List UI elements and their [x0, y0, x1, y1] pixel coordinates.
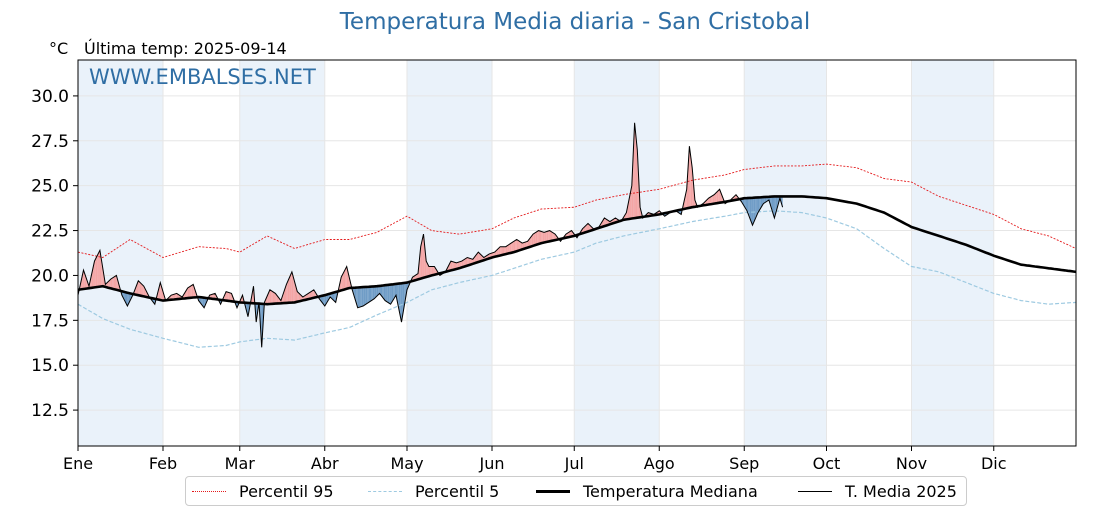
month-band: [911, 60, 993, 446]
month-band: [574, 60, 659, 446]
x-tick-label: Jul: [564, 454, 584, 473]
anomaly-fill-above: [513, 241, 514, 252]
anomaly-fill-above: [270, 290, 271, 304]
anomaly-fill-above: [289, 275, 290, 303]
anomaly-fill-below: [389, 285, 390, 305]
anomaly-fill-above: [190, 285, 191, 297]
legend-label-median: Temperatura Mediana: [583, 482, 758, 501]
y-tick-label: 17.5: [31, 311, 69, 331]
anomaly-fill-above: [515, 240, 516, 252]
y-tick-label: 27.5: [31, 132, 69, 152]
anomaly-fill-above: [189, 286, 190, 298]
anomaly-fill-above: [115, 275, 116, 289]
anomaly-fill-below: [391, 284, 392, 304]
y-tick-label: 15.0: [31, 356, 69, 376]
x-tick-label: Nov: [896, 454, 927, 473]
x-tick-label: Dic: [981, 454, 1007, 473]
anomaly-fill-above: [536, 231, 537, 244]
anomaly-fill-above: [290, 272, 291, 303]
anomaly-fill-above: [99, 250, 100, 287]
legend-swatch-median: [536, 490, 570, 493]
anomaly-fill-below: [752, 198, 753, 226]
y-tick-label: 20.0: [31, 266, 69, 286]
anomaly-fill-below: [365, 287, 366, 305]
anomaly-fill-above: [541, 231, 542, 243]
month-bands: [78, 60, 994, 446]
month-band: [78, 60, 163, 446]
anomaly-fill-above: [112, 277, 113, 289]
anomaly-fill-below: [366, 287, 367, 304]
y-tick-label: 25.0: [31, 177, 69, 197]
anomaly-fill-below: [359, 287, 360, 307]
anomaly-fill-below: [358, 287, 359, 307]
legend-swatch-p5: [368, 491, 402, 492]
anomaly-fill-below: [367, 287, 368, 304]
anomaly-fill-above: [273, 292, 274, 304]
x-tick-label: Ene: [63, 454, 93, 473]
anomaly-fill-above: [96, 256, 97, 288]
anomaly-fill-below: [370, 287, 371, 302]
legend: Percentil 95 Percentil 5 Temperatura Med…: [185, 476, 967, 506]
legend-swatch-current: [798, 491, 832, 492]
anomaly-fill-below: [362, 287, 363, 306]
anomaly-fill-above: [548, 231, 549, 242]
legend-label-p95: Percentil 95: [239, 482, 334, 501]
x-tick-label: Feb: [149, 454, 177, 473]
anomaly-fill-above: [271, 291, 272, 304]
x-tick-label: Sep: [729, 454, 759, 473]
anomaly-fill-above: [540, 231, 541, 244]
anomaly-fill-above: [140, 282, 141, 296]
anomaly-fill-below: [363, 287, 364, 306]
month-band: [744, 60, 826, 446]
anomaly-fill-above: [141, 284, 142, 297]
anomaly-fill-above: [274, 292, 275, 303]
anomaly-fill-above: [547, 231, 548, 242]
anomaly-fill-below: [371, 286, 372, 300]
y-tick-label: 12.5: [31, 401, 69, 421]
x-tick-label: Ago: [644, 454, 675, 473]
month-band: [240, 60, 325, 446]
anomaly-fill-above: [94, 258, 95, 287]
watermark: WWW.EMBALSES.NET: [89, 65, 316, 89]
x-tick-label: Jun: [479, 454, 505, 473]
y-tick-label: 30.0: [31, 87, 69, 107]
x-tick-label: Mar: [225, 454, 256, 473]
x-tick-label: Abr: [311, 454, 339, 473]
anomaly-fill-below: [386, 285, 387, 302]
anomaly-fill-below: [374, 286, 375, 298]
anomaly-fill-above: [192, 284, 193, 297]
x-tick-label: Oct: [813, 454, 841, 473]
y-tick-label: 22.5: [31, 222, 69, 242]
anomaly-fill-below: [373, 286, 374, 299]
anomaly-fill-above: [533, 233, 534, 246]
legend-label-p5: Percentil 5: [415, 482, 499, 501]
anomaly-fill-below: [360, 287, 361, 307]
anomaly-fill-above: [138, 281, 139, 296]
y-axis: 12.5 15.0 17.5 20.0 22.5 25.0 27.5 30.0: [31, 87, 78, 421]
anomaly-fill-below: [385, 285, 386, 301]
anomaly-fill-above: [539, 231, 540, 244]
legend-label-current: T. Media 2025: [845, 482, 957, 501]
anomaly-fill-above: [114, 276, 115, 289]
anomaly-fill-above: [718, 189, 719, 203]
x-axis: Ene Feb Mar Abr May Jun Jul Ago Sep Oct Nov Dic: [63, 446, 1007, 473]
x-tick-label: May: [390, 454, 423, 473]
anomaly-fill-above: [543, 232, 544, 243]
legend-swatch-p95: [192, 491, 226, 492]
anomaly-fill-above: [535, 232, 536, 245]
anomaly-fill-above: [537, 231, 538, 245]
anomaly-fill-below: [388, 285, 389, 304]
anomaly-fill-below: [369, 287, 370, 303]
anomaly-fill-above: [97, 253, 98, 287]
anomaly-fill-above: [345, 266, 346, 289]
anomaly-fill-above: [188, 287, 189, 298]
